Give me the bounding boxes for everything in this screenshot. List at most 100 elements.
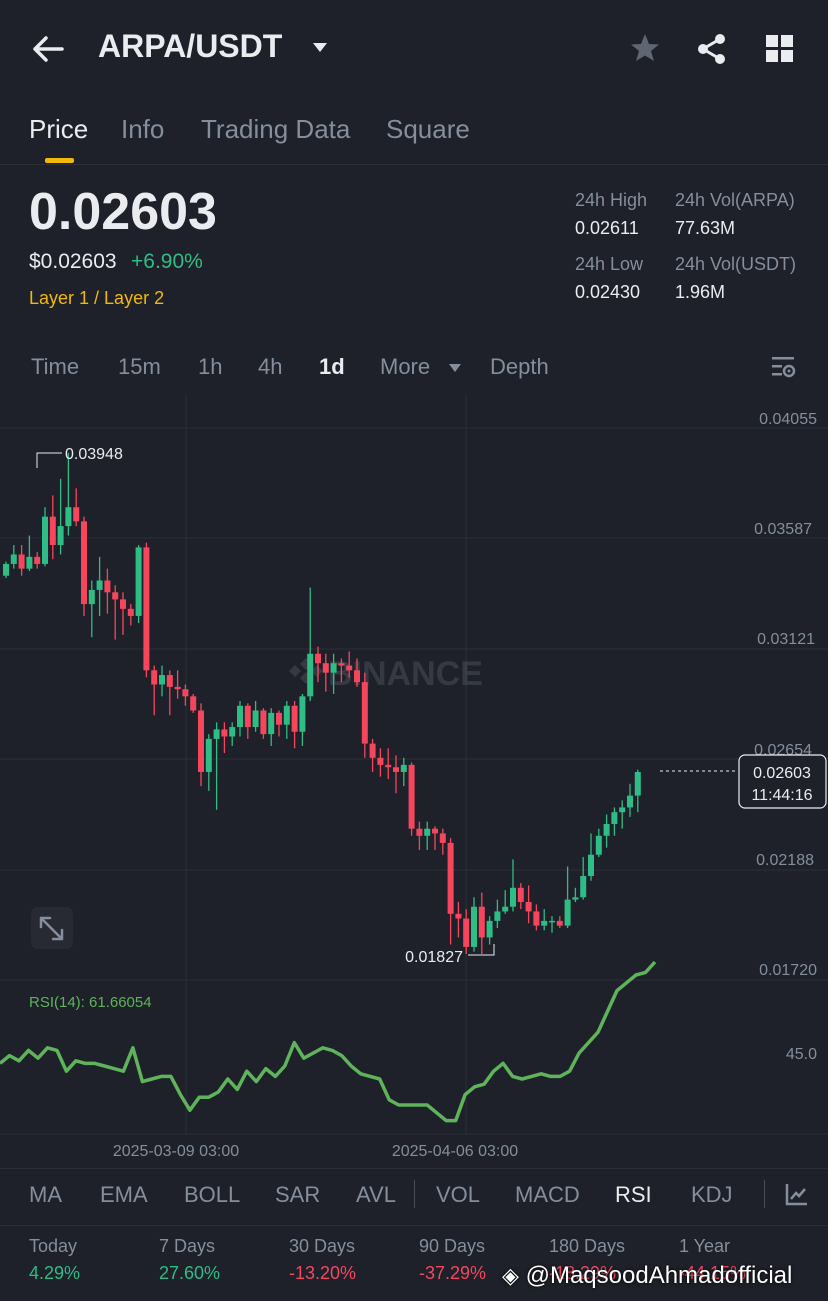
candle — [182, 689, 189, 697]
candle — [385, 764, 392, 768]
candle — [112, 592, 119, 600]
candle — [572, 897, 579, 900]
tf-1h[interactable]: 1h — [198, 354, 223, 379]
candle — [237, 705, 243, 728]
draw-icon[interactable] — [785, 1182, 809, 1206]
candle — [307, 653, 314, 697]
candle — [354, 670, 360, 683]
candle — [432, 828, 438, 834]
tab-square[interactable]: Square — [386, 114, 470, 144]
ind-kdj[interactable]: KDJ — [691, 1182, 733, 1207]
candle — [57, 526, 64, 546]
candle — [494, 911, 501, 921]
candles-layer — [3, 452, 641, 954]
perf-label: 30 Days — [289, 1236, 356, 1256]
rsi-line — [0, 960, 657, 1123]
active-tab-indicator — [45, 158, 74, 163]
candle — [143, 547, 150, 671]
tf-time[interactable]: Time — [31, 354, 80, 379]
candle — [478, 906, 485, 938]
caret-down-icon[interactable] — [312, 42, 328, 54]
vol-base-value: 77.63M — [675, 218, 736, 238]
candle — [96, 580, 103, 590]
ind-ema[interactable]: EMA — [100, 1182, 148, 1207]
candle — [619, 807, 626, 813]
grid-icon[interactable] — [766, 35, 794, 63]
x-tick: 2025-04-06 03:00 — [392, 1143, 518, 1160]
high-value: 0.02611 — [575, 218, 639, 238]
perf-value: -37.29% — [419, 1263, 487, 1283]
price-chart[interactable]: BINANCE 0.04055 0.03587 0.03121 0.02654 … — [0, 395, 828, 1165]
usd-price: $0.02603 — [29, 250, 117, 273]
candle — [471, 906, 477, 947]
tab-price[interactable]: Price — [29, 114, 89, 144]
candle — [49, 516, 56, 546]
perf-label: 7 Days — [159, 1236, 216, 1256]
ind-boll[interactable]: BOLL — [184, 1182, 241, 1207]
ind-avl[interactable]: AVL — [356, 1182, 396, 1207]
candle — [525, 901, 532, 912]
tf-depth[interactable]: Depth — [490, 354, 549, 379]
candle — [338, 663, 345, 666]
indicator-divider — [764, 1180, 765, 1208]
candle — [486, 920, 493, 938]
vol-quote-label: 24h Vol(USDT) — [675, 254, 797, 274]
pair-title[interactable]: ARPA/USDT — [98, 28, 283, 64]
low-label: 24h Low — [575, 254, 644, 274]
candle — [455, 913, 462, 919]
tf-more[interactable]: More — [380, 354, 431, 379]
category-tag[interactable]: Layer 1 / Layer 2 — [29, 288, 165, 308]
candle — [315, 653, 321, 664]
candle — [120, 599, 126, 609]
expand-button[interactable] — [31, 907, 73, 949]
tab-info[interactable]: Info — [121, 114, 165, 144]
star-icon[interactable] — [629, 32, 661, 64]
creator-watermark: ◈ @MaqsoodAhmadofficial — [502, 1262, 792, 1290]
chart-grid — [0, 395, 828, 1135]
watermark-text: BINANCE — [328, 655, 483, 693]
ind-macd[interactable]: MACD — [515, 1182, 580, 1207]
tf-4h[interactable]: 4h — [258, 354, 283, 379]
ind-sar[interactable]: SAR — [275, 1182, 321, 1207]
perf-label: Today — [29, 1236, 78, 1256]
candle — [174, 686, 181, 690]
tf-15m[interactable]: 15m — [118, 354, 161, 379]
price-change: +6.90% — [131, 250, 203, 273]
share-icon[interactable] — [696, 33, 728, 65]
candle — [416, 828, 423, 836]
candle — [73, 507, 80, 522]
candle — [556, 920, 563, 926]
tf-1d[interactable]: 1d — [319, 354, 345, 379]
current-price-box — [738, 754, 827, 809]
perf-label: 90 Days — [419, 1236, 486, 1256]
candle — [260, 710, 267, 735]
back-arrow-icon[interactable] — [32, 34, 64, 64]
candle — [283, 705, 290, 725]
chart-settings-icon[interactable] — [771, 355, 797, 381]
ind-rsi[interactable]: RSI — [615, 1182, 652, 1207]
ind-vol[interactable]: VOL — [436, 1182, 481, 1207]
candle — [135, 547, 142, 616]
low-value: 0.02430 — [575, 282, 641, 302]
candle — [502, 906, 509, 912]
ind-ma[interactable]: MA — [29, 1182, 62, 1207]
candle — [151, 670, 158, 685]
rsi-label: RSI(14): 61.66054 — [29, 994, 152, 1011]
candle — [34, 556, 41, 564]
candle — [322, 663, 329, 673]
candle — [159, 675, 165, 685]
candle — [588, 854, 594, 876]
candle — [330, 663, 337, 673]
low-marker-line — [468, 944, 495, 956]
candle — [393, 767, 399, 772]
more-caret-icon[interactable] — [448, 363, 462, 373]
candle — [65, 507, 72, 527]
creator-handle: @MaqsoodAhmadofficial — [525, 1262, 793, 1289]
candle — [10, 554, 17, 564]
candle — [408, 764, 415, 829]
perf-label: 1 Year — [679, 1236, 731, 1256]
top-bar: ARPA/USDT — [0, 0, 828, 100]
tab-trading-data[interactable]: Trading Data — [201, 114, 351, 144]
perf-value: -18.29% — [549, 1263, 617, 1283]
candle — [88, 589, 95, 605]
